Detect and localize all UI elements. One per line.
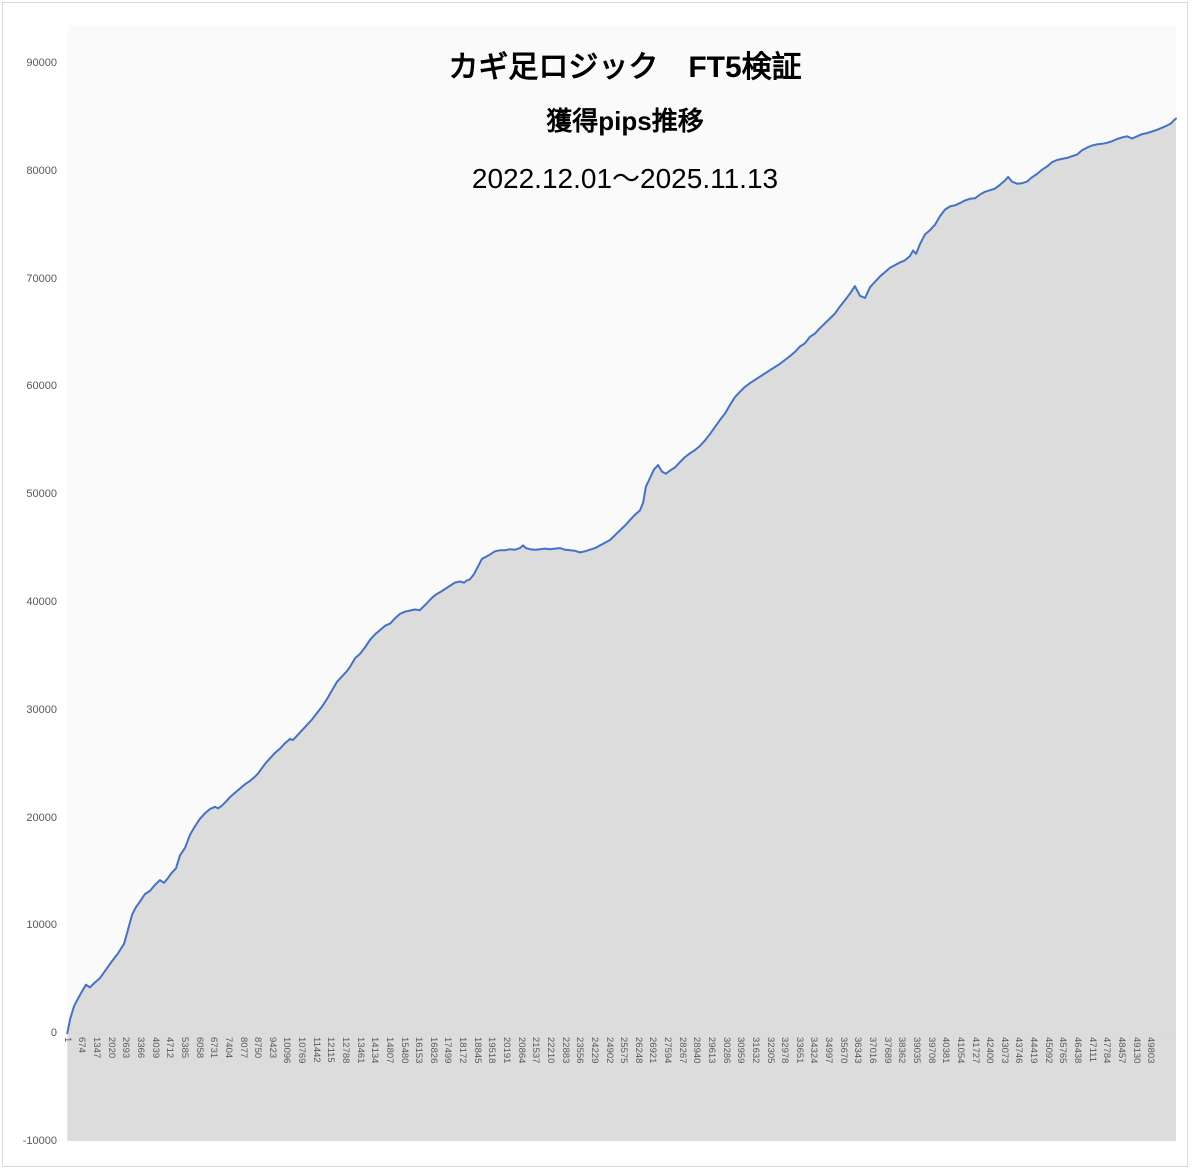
x-axis-label: 48457 [1115,1037,1127,1064]
x-axis-label: 12788 [340,1037,351,1064]
x-axis-label: 47784 [1101,1037,1113,1064]
x-axis-label: 9423 [266,1037,278,1059]
x-axis-label: 45092 [1042,1037,1054,1064]
x-axis-label: 21537 [530,1037,542,1064]
x-axis-label: 49130 [1130,1037,1142,1064]
x-axis-label: 37689 [881,1037,893,1064]
x-axis-label: 49803 [1145,1037,1157,1064]
cumulative-pips-line [66,117,1177,1035]
y-axis-label: 30000 [26,703,57,716]
y-axis-label: 80000 [26,164,57,177]
x-axis-label: 13461 [354,1037,366,1064]
cumulative-pips-area [67,118,1176,1141]
x-axis-label: 45765 [1057,1037,1069,1064]
x-axis-label: 30959 [735,1037,747,1064]
x-axis-label: 41054 [954,1037,966,1064]
x-axis-label: 2020 [105,1037,117,1059]
y-axis-label: 50000 [26,488,57,501]
x-axis-label: 18845 [471,1037,483,1064]
x-axis-label: 12115 [325,1037,337,1063]
x-axis-label: 18172 [457,1037,469,1064]
y-axis-label: 0 [50,1027,57,1040]
x-axis-label: 6058 [193,1037,205,1059]
x-axis-label: 14134 [369,1037,381,1064]
x-axis-label: 14807 [383,1037,395,1064]
x-axis-label: 27594 [662,1037,673,1064]
x-axis-label: 4039 [149,1037,161,1059]
x-axis-label: 32978 [779,1037,791,1064]
x-axis-label: 29613 [705,1037,717,1064]
x-axis-label: 20864 [515,1037,527,1064]
x-axis-label: 43746 [1013,1037,1025,1064]
y-axis-label: 40000 [26,596,57,608]
x-axis-label: 24902 [603,1037,615,1064]
y-axis-label: 60000 [26,380,57,393]
x-axis-label: 28940 [691,1037,703,1064]
x-axis-label: 15480 [398,1037,410,1064]
x-axis-label: 36343 [852,1037,864,1064]
x-axis-label: 30286 [720,1037,732,1064]
x-axis-label: 22883 [559,1037,571,1064]
y-axis-label: 20000 [26,811,57,824]
x-axis-label: 7404 [222,1037,234,1059]
x-axis-label: 26921 [647,1037,659,1064]
y-axis-label: 10000 [26,919,57,932]
x-axis-label: 16826 [427,1037,439,1064]
x-axis-label: 40381 [940,1037,952,1064]
x-axis-label: 22210 [544,1037,556,1064]
x-axis-label: 3366 [135,1037,146,1059]
x-axis-label: 44419 [1028,1037,1039,1064]
x-axis-label: 47111 [1086,1037,1098,1063]
x-axis-label: 34324 [808,1037,820,1064]
x-axis-label: 10769 [296,1037,307,1064]
y-axis-label: 70000 [26,272,57,285]
x-axis-label: 4712 [164,1037,176,1059]
x-axis-label: 16153 [413,1037,425,1064]
x-axis-label: 34997 [823,1037,835,1064]
x-axis-label: 26248 [632,1037,644,1064]
x-axis-label: 23556 [574,1037,586,1064]
x-axis-label: 11442 [310,1037,322,1063]
x-axis-label: 43073 [998,1037,1010,1064]
x-axis-label: 37016 [867,1037,878,1064]
x-axis-label: 42400 [984,1037,996,1064]
x-axis-label: 25575 [618,1037,630,1064]
x-axis-label: 19518 [486,1037,498,1064]
x-axis-label: 33651 [793,1037,805,1064]
x-axis-label: 2693 [120,1037,132,1059]
x-axis-label: 32305 [764,1037,776,1064]
x-axis-label: 6731 [208,1037,220,1059]
x-axis-label: 41727 [969,1037,981,1064]
x-axis-label: 674 [76,1037,88,1053]
x-axis-label: 39035 [910,1037,922,1064]
x-axis-label: 46438 [1071,1037,1083,1064]
x-axis-label: 1347 [91,1037,103,1059]
x-axis-label: 20191 [501,1037,512,1064]
x-axis-label: 39708 [925,1037,937,1064]
x-axis-label: 38362 [896,1037,908,1064]
y-axis-label: -10000 [22,1135,57,1147]
x-axis-label: 1 [61,1037,73,1043]
x-axis-label: 5385 [178,1037,190,1059]
x-axis-label: 17499 [442,1037,454,1064]
x-axis-label: 8750 [252,1037,264,1059]
x-axis-label: 28267 [676,1037,688,1064]
y-axis-label: 90000 [26,57,57,69]
x-axis-label: 10096 [281,1037,293,1064]
x-axis-label: 31632 [749,1037,761,1064]
x-axis-label: 8077 [237,1037,249,1059]
x-axis-label: 24229 [588,1037,600,1064]
x-axis-label: 35670 [837,1037,849,1064]
